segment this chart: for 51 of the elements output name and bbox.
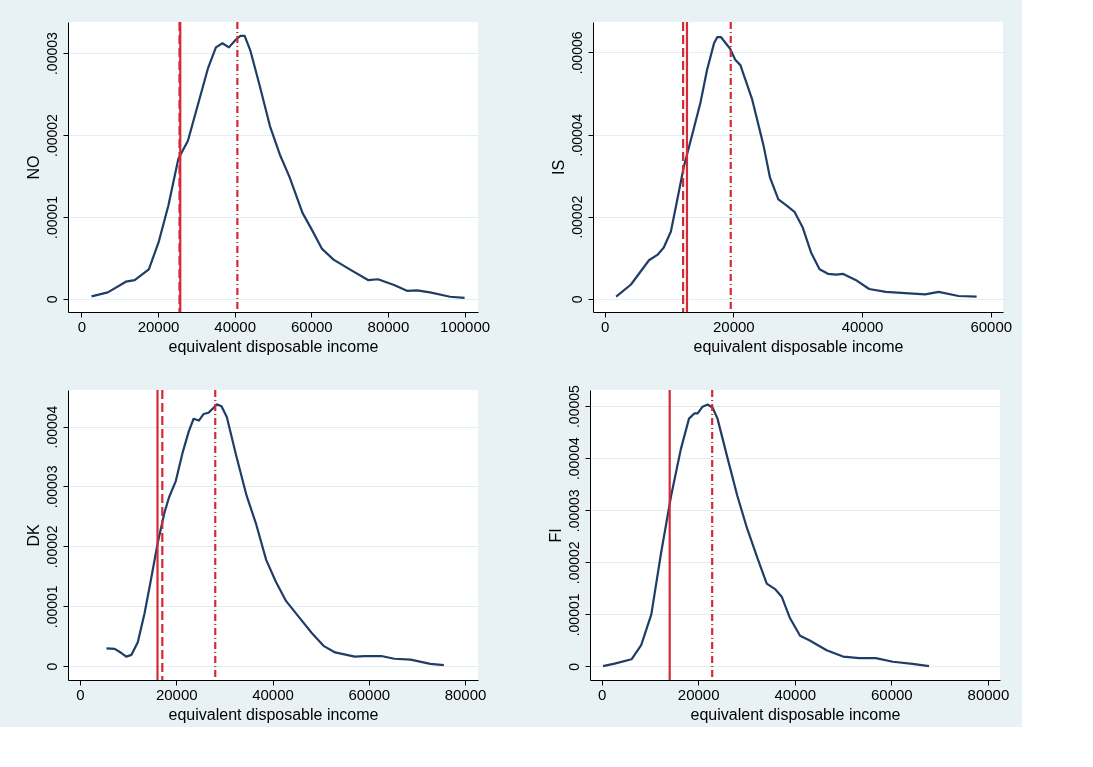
y-tick-label: 0 <box>565 662 582 671</box>
x-tick-label: 20000 <box>712 317 755 335</box>
y-axis-title: DK <box>24 524 42 547</box>
x-tick-label: 60000 <box>348 685 391 703</box>
x-tick-label: 0 <box>597 685 607 703</box>
y-tick-label: .00001 <box>43 585 60 629</box>
line-series <box>105 403 445 667</box>
y-tick-label: .00003 <box>43 465 60 509</box>
x-tick-label: 40000 <box>841 317 884 335</box>
y-tick-label: .00001 <box>565 593 582 637</box>
x-tick-label: 80000 <box>367 317 410 335</box>
y-tick-label: .00004 <box>565 437 582 481</box>
y-tick-label: .00003 <box>43 32 60 76</box>
x-tick-label: 40000 <box>774 685 817 703</box>
line-series <box>615 36 978 298</box>
y-tick-label: .00004 <box>43 405 60 449</box>
x-tick-label: 20000 <box>137 317 180 335</box>
y-tick-label: 0 <box>568 295 585 304</box>
y-tick-label: .00006 <box>568 31 585 75</box>
x-tick-label: 60000 <box>970 317 1013 335</box>
x-axis-title: equivalent disposable income <box>693 337 904 355</box>
y-tick-label: .00002 <box>43 113 60 157</box>
y-tick-label: 0 <box>43 662 60 671</box>
line-series <box>90 34 466 299</box>
y-tick-label: 0 <box>43 295 60 304</box>
x-tick-label: 80000 <box>444 685 487 703</box>
y-axis-title: NO <box>24 155 42 180</box>
x-axis-title: equivalent disposable income <box>168 337 379 355</box>
y-axis-title: FI <box>546 528 564 543</box>
x-tick-label: 60000 <box>290 317 333 335</box>
y-tick-label: .00003 <box>565 489 582 533</box>
y-tick-label: .00002 <box>568 195 585 239</box>
x-tick-label: 20000 <box>677 685 720 703</box>
x-tick-label: 80000 <box>967 685 1010 703</box>
x-tick-label: 0 <box>76 685 85 703</box>
x-tick-label: 20000 <box>155 685 198 703</box>
x-axis-title: equivalent disposable income <box>168 705 379 723</box>
y-axis-title: IS <box>549 159 567 176</box>
x-tick-label: 40000 <box>214 317 257 335</box>
y-tick-label: .00002 <box>43 525 60 569</box>
x-tick-label: 40000 <box>252 685 294 703</box>
y-tick-label: .00002 <box>565 541 582 585</box>
x-tick-label: 0 <box>600 317 610 335</box>
x-tick-label: 60000 <box>870 685 913 703</box>
line-series <box>601 403 931 668</box>
y-tick-label: .00001 <box>43 195 60 239</box>
x-axis-title: equivalent disposable income <box>690 705 901 723</box>
y-tick-label: .00004 <box>568 113 585 157</box>
x-tick-label: 100000 <box>440 317 491 335</box>
x-tick-label: 0 <box>77 317 87 335</box>
y-tick-label: .00005 <box>565 385 582 429</box>
